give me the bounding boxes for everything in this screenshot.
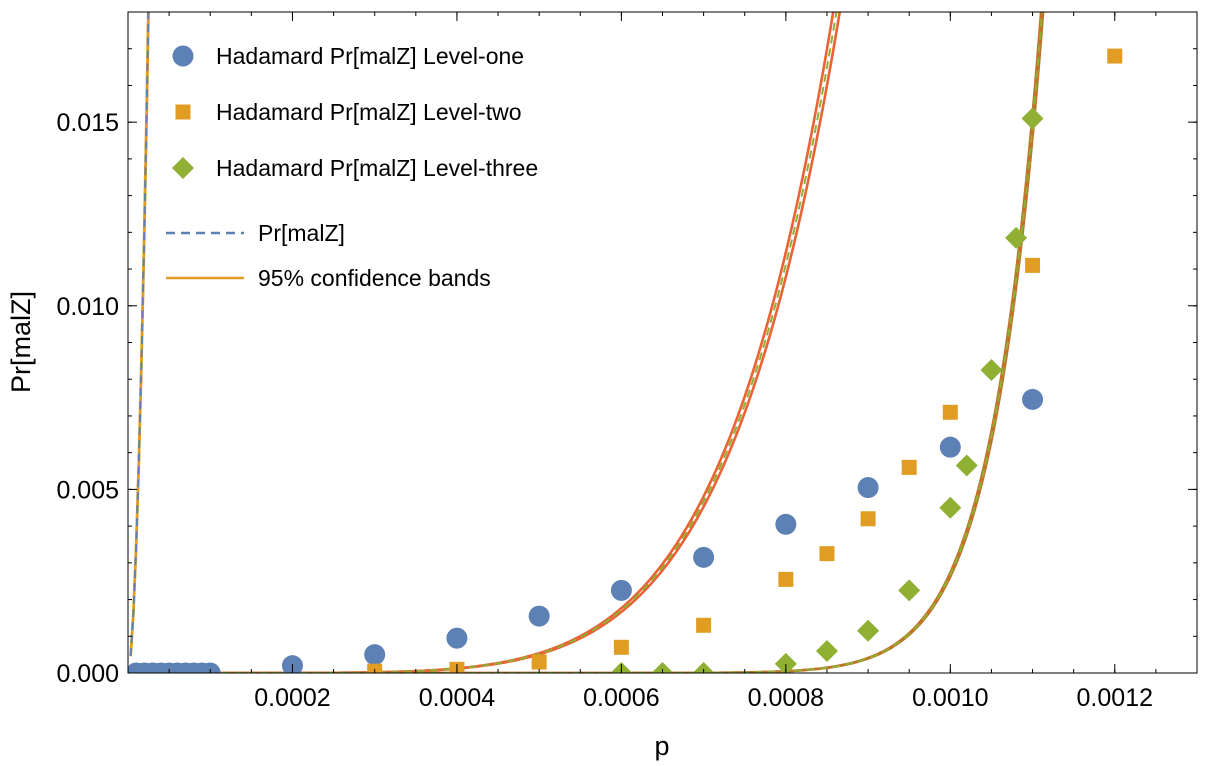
data-point-series-3 <box>857 619 880 642</box>
legend-item-4: Pr[malZ] <box>166 220 345 246</box>
data-point-series-1 <box>857 477 879 499</box>
data-point-series-3 <box>898 579 921 602</box>
y-tick-label: 0.000 <box>56 660 119 688</box>
legend-label: 95% confidence bands <box>258 265 491 291</box>
data-point-series-3 <box>651 662 674 673</box>
data-point-series-3 <box>815 639 838 662</box>
data-point-series-2 <box>901 459 917 475</box>
data-point-series-2 <box>942 404 958 420</box>
legend-item-2: Hadamard Pr[malZ] Level-two <box>175 99 522 125</box>
data-point-series-1 <box>446 627 468 649</box>
data-point-series-2 <box>367 663 383 673</box>
data-point-series-2 <box>1107 48 1123 64</box>
legend-swatch-diamond <box>172 157 194 179</box>
data-point-series-3 <box>939 496 962 519</box>
legend-item-5: 95% confidence bands <box>166 265 491 291</box>
data-markers <box>128 48 1123 673</box>
data-point-series-3 <box>1005 226 1028 249</box>
data-point-series-2 <box>696 617 712 633</box>
legend-swatch-circle <box>172 45 194 67</box>
data-point-series-2 <box>1025 257 1041 273</box>
legend-item-1: Hadamard Pr[malZ] Level-one <box>172 43 524 69</box>
y-tick-label: 0.010 <box>56 293 119 321</box>
data-point-series-2 <box>531 654 547 670</box>
x-tick-label: 0.0006 <box>583 684 659 712</box>
x-tick-label: 0.0008 <box>748 684 824 712</box>
axis-ticks: 0.0002 0.0004 0.0006 0.0008 0.0010 0.0012 0.00… <box>56 12 1197 712</box>
x-tick-label: 0.0010 <box>912 684 988 712</box>
data-point-series-2 <box>613 639 629 655</box>
x-tick-label: 0.0012 <box>1077 684 1153 712</box>
legend-swatch-square <box>175 104 191 120</box>
data-point-series-3 <box>692 662 715 673</box>
data-point-series-1 <box>528 605 550 627</box>
data-point-series-3 <box>1021 107 1044 130</box>
data-point-series-1 <box>199 662 221 673</box>
x-tick-label: 0.0004 <box>419 684 496 712</box>
y-axis-label: Pr[malZ] <box>6 291 36 393</box>
data-point-series-2 <box>860 511 876 527</box>
data-point-series-1 <box>1022 388 1044 410</box>
legend-label: Pr[malZ] <box>258 220 345 246</box>
legend-label: Hadamard Pr[malZ] Level-two <box>216 99 522 125</box>
legend-label: Hadamard Pr[malZ] Level-one <box>216 43 524 69</box>
legend: Hadamard Pr[malZ] Level-one Hadamard Pr[m… <box>166 43 538 291</box>
fit-curve-2 <box>130 12 838 673</box>
data-point-series-2 <box>819 546 835 562</box>
data-point-series-1 <box>775 513 797 535</box>
data-point-series-2 <box>778 571 794 587</box>
data-point-series-3 <box>955 454 978 477</box>
data-point-series-1 <box>939 436 961 458</box>
legend-label: Hadamard Pr[malZ] Level-three <box>216 155 538 181</box>
data-point-series-3 <box>774 652 797 673</box>
data-point-series-1 <box>364 644 386 666</box>
data-point-series-1 <box>610 579 632 601</box>
x-axis-label: p <box>654 731 669 761</box>
y-tick-label: 0.015 <box>56 109 119 137</box>
x-tick-label: 0.0002 <box>254 684 330 712</box>
data-point-series-3 <box>980 359 1003 382</box>
legend-item-3: Hadamard Pr[malZ] Level-three <box>172 155 538 181</box>
data-point-series-1 <box>693 546 715 568</box>
y-tick-label: 0.005 <box>56 476 119 504</box>
